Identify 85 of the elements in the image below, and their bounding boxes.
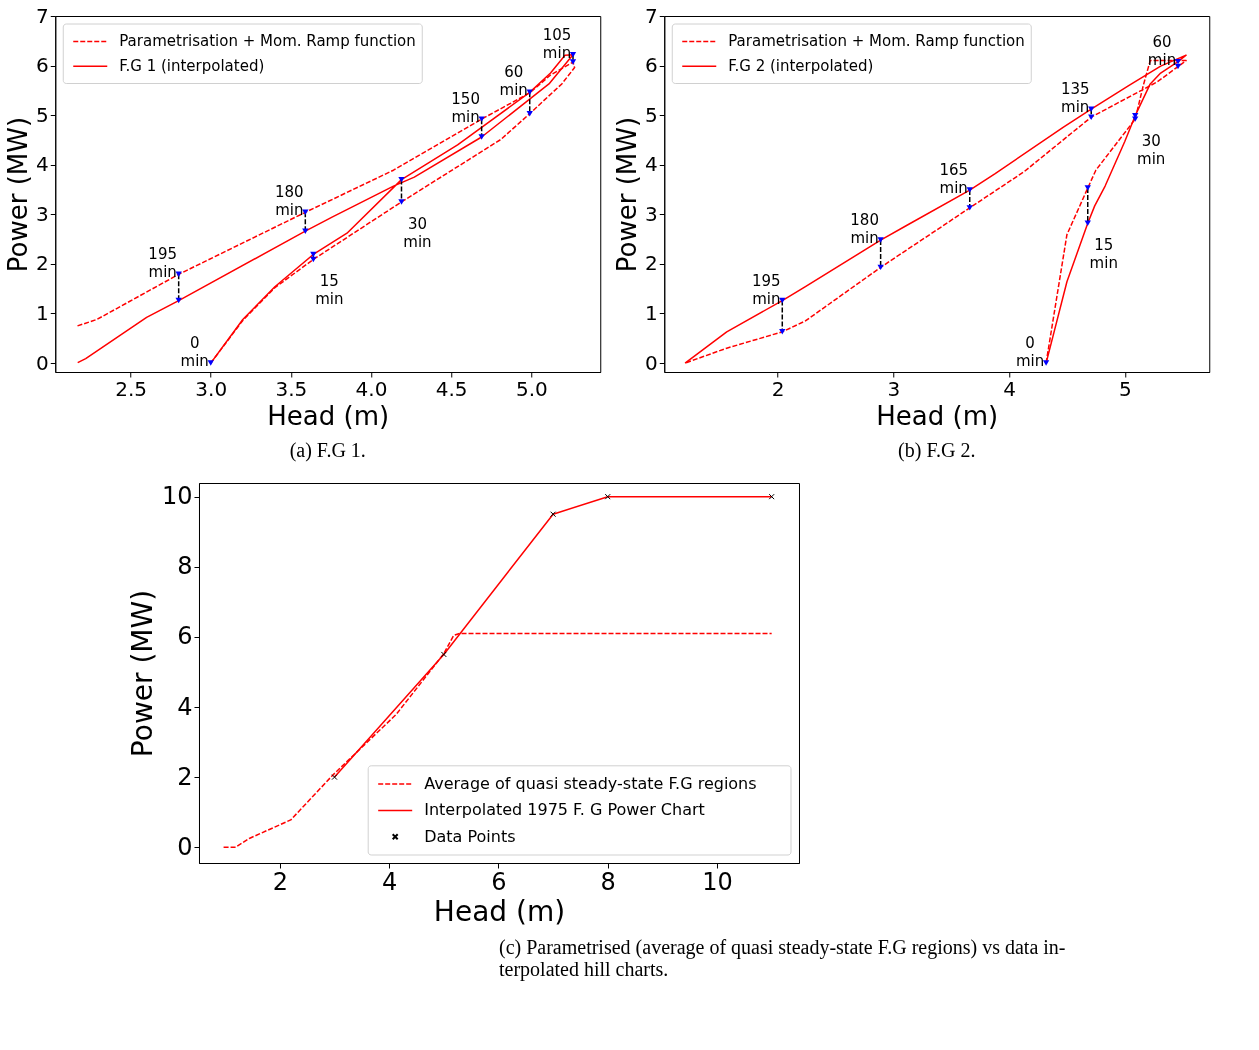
text: (a) F.G 1. [289, 439, 366, 462]
y-tick-label: 3 [645, 201, 658, 226]
x-axis-title: Head (m) [433, 894, 566, 928]
annotation: 15 min [315, 272, 344, 309]
y-tick-label: 3 [36, 201, 49, 226]
annotation: 30 min [403, 214, 432, 251]
point [768, 493, 775, 500]
x-tick-label: 4 [1003, 376, 1016, 401]
annotation: 30 min [1137, 132, 1166, 169]
annotation: 180 min [274, 183, 304, 220]
x-axis-title: Head (m) [267, 400, 390, 431]
y-tick-label: 8 [177, 552, 193, 581]
x-tick-label: 3.0 [195, 376, 228, 401]
y-tick-label: 4 [645, 152, 658, 177]
annotation: 0 min [180, 334, 209, 371]
x-tick-label: 2 [272, 867, 288, 896]
y-tick-label: 1 [36, 300, 49, 325]
point [440, 651, 447, 658]
point [175, 297, 182, 304]
annotation: 0 min [1015, 334, 1045, 371]
point [779, 329, 786, 335]
x-tick-label: 2.5 [115, 376, 147, 401]
legend-label: F.G 2 (interpolated) [728, 57, 874, 76]
y-tick-label: 6 [177, 622, 193, 651]
x-tick-label: 8 [600, 867, 616, 896]
y-axis-title: Power (MW) [125, 589, 159, 758]
annotation: 135 min [1060, 80, 1090, 117]
legend-label: Data Points [424, 826, 516, 846]
legend-label: Parametrisation + Mom. Ramp function [119, 32, 416, 51]
x-tick-label: 4 [382, 867, 398, 896]
legend-label: Average of quasi steady-state F.G regions [424, 774, 757, 793]
annotation: 150 min [451, 90, 480, 127]
y-tick-label: 0 [36, 350, 49, 375]
x-tick-label: 10 [702, 867, 733, 896]
point [302, 228, 309, 234]
text: (b) F.G 2. [898, 439, 976, 462]
point [1088, 106, 1095, 112]
y-axis-title: Power (MW) [3, 116, 34, 273]
x-tick-label: 4.5 [435, 376, 468, 401]
point [550, 511, 557, 518]
annotation: 180 min [850, 211, 879, 248]
x-tick-label: 5.0 [515, 376, 548, 401]
x-tick-label: 2 [771, 376, 785, 401]
point [478, 134, 485, 140]
annotation: 60 min [499, 63, 528, 100]
x-tick-label: 3 [887, 376, 901, 401]
point [604, 493, 611, 500]
point [1132, 116, 1139, 122]
y-tick-label: 2 [177, 762, 193, 791]
y-tick-label: 0 [177, 832, 193, 861]
point [1088, 114, 1095, 120]
point [398, 199, 405, 205]
y-tick-label: 2 [645, 251, 658, 276]
y-tick-label: 2 [36, 251, 49, 276]
y-tick-label: 0 [645, 350, 658, 375]
annotation: 105 min [542, 25, 572, 62]
y-tick-label: 1 [645, 300, 658, 325]
annotation: 15 min [1089, 236, 1118, 273]
point [569, 59, 577, 65]
annotation: 165 min [939, 161, 969, 198]
y-tick-label: 5 [36, 102, 49, 127]
point [1174, 63, 1182, 70]
y-tick-label: 7 [36, 3, 49, 28]
y-tick-label: 4 [36, 152, 49, 177]
y-tick-label: 5 [645, 102, 658, 127]
y-tick-label: 10 [161, 482, 193, 511]
y-tick-label: 7 [645, 3, 658, 28]
annotation: 195 min [751, 271, 781, 308]
legend-label: F.G 1 (interpolated) [119, 57, 265, 76]
y-tick-label: 4 [177, 692, 193, 721]
point [331, 774, 338, 781]
y-tick-label: 6 [36, 53, 49, 78]
point [966, 205, 973, 211]
x-tick-label: 3.5 [275, 376, 308, 401]
legend-label: Parametrisation + Mom. Ramp function [728, 32, 1025, 51]
legend-label: Interpolated 1975 F. G Power Chart [424, 800, 705, 820]
x-tick-label: 5 [1118, 376, 1132, 401]
x-tick-label: 4.0 [355, 376, 388, 401]
x-tick-label: 6 [491, 867, 507, 896]
x-axis-title: Head (m) [876, 400, 999, 431]
annotation: 195 min [148, 245, 177, 282]
y-axis-title: Power (MW) [612, 116, 643, 273]
point [1084, 185, 1091, 191]
text: (c) Parametrised (average of quasi steady-state F.G regions) vs data in- terpolated hill charts. [498, 936, 1066, 981]
y-tick-label: 6 [645, 53, 658, 78]
